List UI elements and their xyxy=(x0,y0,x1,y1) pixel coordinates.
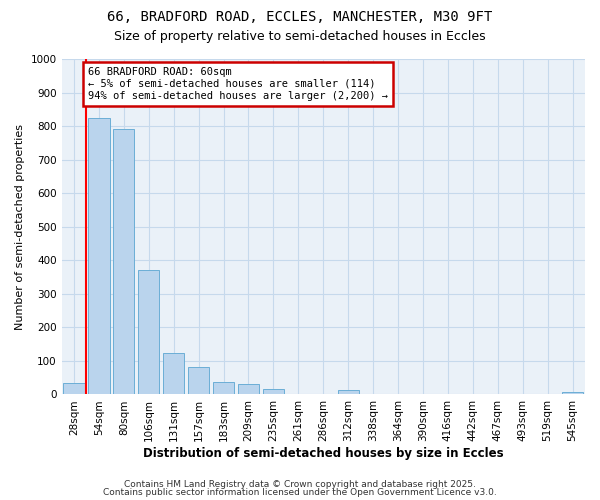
Bar xyxy=(338,390,359,394)
Bar xyxy=(88,118,110,394)
Bar xyxy=(263,390,284,394)
Text: 66 BRADFORD ROAD: 60sqm
← 5% of semi-detached houses are smaller (114)
94% of se: 66 BRADFORD ROAD: 60sqm ← 5% of semi-det… xyxy=(88,68,388,100)
Text: 66, BRADFORD ROAD, ECCLES, MANCHESTER, M30 9FT: 66, BRADFORD ROAD, ECCLES, MANCHESTER, M… xyxy=(107,10,493,24)
Bar xyxy=(64,382,85,394)
Bar xyxy=(113,130,134,394)
Bar xyxy=(238,384,259,394)
Text: Contains HM Land Registry data © Crown copyright and database right 2025.: Contains HM Land Registry data © Crown c… xyxy=(124,480,476,489)
Bar xyxy=(138,270,160,394)
X-axis label: Distribution of semi-detached houses by size in Eccles: Distribution of semi-detached houses by … xyxy=(143,447,503,460)
Text: Size of property relative to semi-detached houses in Eccles: Size of property relative to semi-detach… xyxy=(114,30,486,43)
Bar xyxy=(163,352,184,395)
Y-axis label: Number of semi-detached properties: Number of semi-detached properties xyxy=(15,124,25,330)
Bar xyxy=(562,392,583,394)
Text: Contains public sector information licensed under the Open Government Licence v3: Contains public sector information licen… xyxy=(103,488,497,497)
Bar xyxy=(188,366,209,394)
Bar xyxy=(213,382,234,394)
